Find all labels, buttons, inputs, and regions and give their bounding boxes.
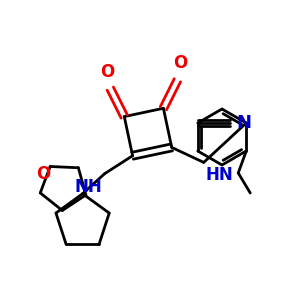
Text: O: O	[36, 166, 50, 184]
Text: NH: NH	[75, 178, 103, 196]
Text: O: O	[100, 63, 114, 81]
Text: HN: HN	[206, 167, 233, 184]
Text: N: N	[237, 114, 252, 132]
Text: O: O	[173, 54, 188, 72]
